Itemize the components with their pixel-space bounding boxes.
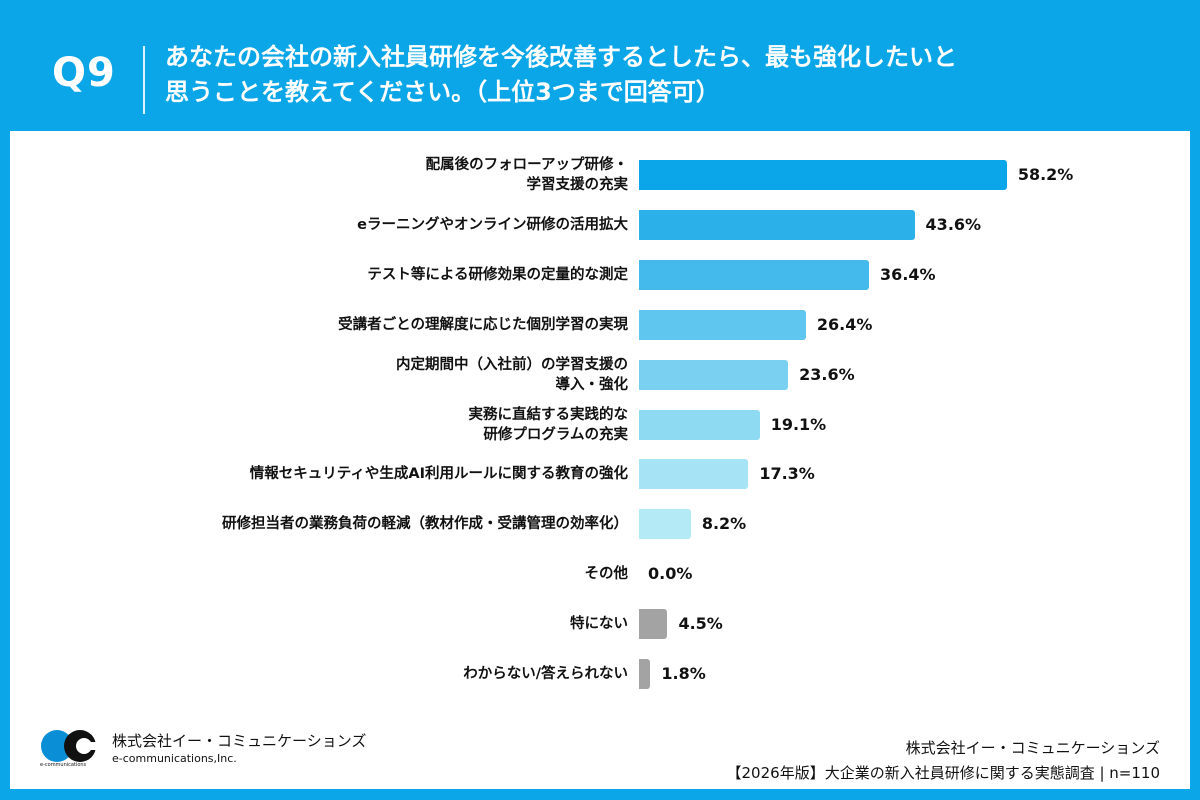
logo-tiny-text: e-communications	[40, 762, 87, 768]
category-label: その他	[584, 566, 629, 583]
category-label: 特にない	[570, 616, 628, 633]
category-label: 配属後のフォローアップ研修・ 学習支援の充実	[425, 157, 628, 193]
value-label: 4.5%	[678, 614, 723, 634]
value-label: 23.6%	[799, 364, 855, 384]
source-survey: 【2026年版】大企業の新入社員研修に関する実態調査 | n=110	[726, 764, 1160, 782]
category-label: eラーニングやオンライン研修の活用拡大	[357, 216, 628, 233]
question-title: あなたの会社の新入社員研修を今後改善するとしたら、最も強化したいと 思うことを教…	[165, 43, 957, 106]
category-label: テスト等による研修効果の定量的な測定	[367, 266, 628, 283]
category-label: 受講者ごとの理解度に応じた個別学習の実現	[338, 316, 628, 333]
title-divider	[143, 46, 145, 114]
value-label: 0.0%	[648, 564, 693, 584]
bar	[639, 359, 789, 390]
value-label: 43.6%	[925, 214, 982, 234]
value-label: 36.4%	[880, 264, 936, 284]
chart-panel	[10, 131, 1190, 789]
bar	[639, 160, 1007, 190]
value-label: 19.1%	[770, 414, 827, 434]
bar	[639, 309, 806, 340]
category-label: 研修担当者の業務負荷の軽減（教材作成・受講管理の効率化）	[222, 516, 628, 533]
logo-company-en: e-communications,Inc.	[112, 752, 237, 765]
logo-company-jp: 株式会社イー・コミュニケーションズ	[112, 732, 367, 750]
bar	[639, 259, 870, 290]
category-label: わからない/答えられない	[463, 666, 628, 682]
bar	[639, 659, 651, 689]
value-label: 8.2%	[701, 514, 747, 534]
question-number: Q9	[52, 50, 116, 96]
value-label: 1.8%	[661, 664, 706, 683]
bar	[639, 459, 749, 490]
bar	[639, 609, 668, 640]
category-label: 情報セキュリティや生成AI利用ルールに関する教育の強化	[249, 466, 628, 483]
bar	[639, 509, 691, 540]
category-label: 内定期間中（入社前）の学習支援の 導入・強化	[396, 356, 628, 393]
company-logo	[41, 730, 108, 762]
value-label: 26.4%	[816, 314, 873, 334]
bar	[639, 209, 915, 240]
bar	[639, 409, 760, 440]
source-company: 株式会社イー・コミュニケーションズ	[905, 739, 1160, 757]
category-label: 実務に直結する実践的な 研修プログラムの充実	[468, 406, 629, 443]
value-label: 58.2%	[1017, 165, 1074, 184]
value-label: 17.3%	[759, 464, 815, 484]
